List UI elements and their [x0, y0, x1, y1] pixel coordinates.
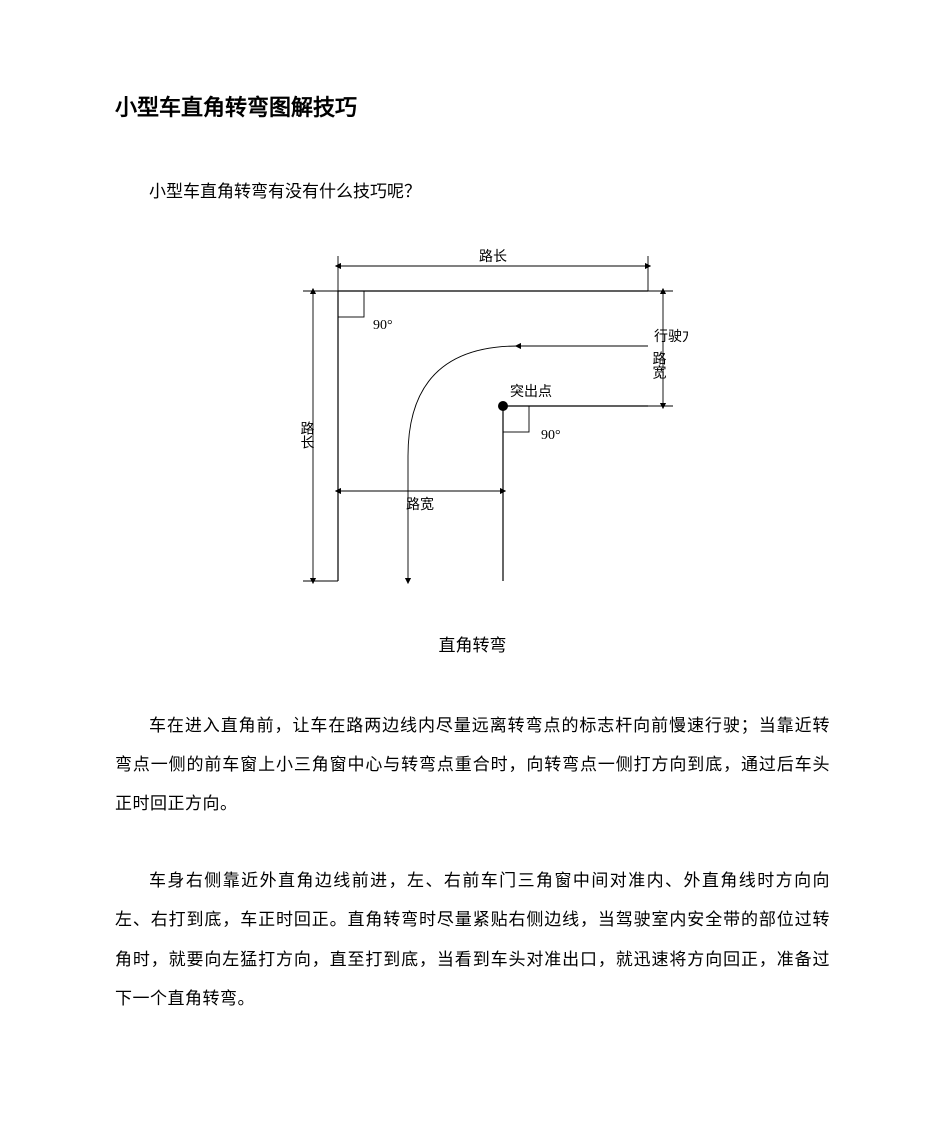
- dim-label-left: 路长: [298, 421, 314, 449]
- direction-label: 行驶方向: [654, 329, 688, 345]
- drive-path-curve: [408, 346, 518, 456]
- body-paragraph-2: 车身右侧靠近外直角边线前进，左、右前车门三角窗中间对准内、外直角线时方向向左、右…: [115, 861, 830, 1017]
- right-angle-turn-diagram: 路长 90° 突出点 90° 行驶方向: [258, 241, 688, 601]
- diagram-caption: 直角转弯: [115, 631, 830, 656]
- intro-text: 小型车直角转弯有没有什么技巧呢？: [115, 172, 830, 211]
- page: 小型车直角转弯图解技巧 小型车直角转弯有没有什么技巧呢？ 路长 90°: [0, 0, 945, 1123]
- angle-label-inner: 90°: [541, 428, 561, 443]
- angle-square-outer: [338, 291, 364, 317]
- dim-label-bottom: 路宽: [406, 496, 434, 513]
- dim-label-top: 路长: [479, 249, 507, 265]
- dim-label-right: 路宽: [650, 351, 666, 380]
- diagram-container: 路长 90° 突出点 90° 行驶方向: [115, 241, 830, 601]
- angle-square-inner: [503, 406, 529, 432]
- angle-label-outer: 90°: [373, 318, 393, 333]
- body-paragraph-1: 车在进入直角前，让车在路两边线内尽量远离转弯点的标志杆向前慢速行驶；当靠近转弯点…: [115, 706, 830, 823]
- page-title: 小型车直角转弯图解技巧: [115, 90, 830, 122]
- corner-point-label: 突出点: [510, 384, 552, 400]
